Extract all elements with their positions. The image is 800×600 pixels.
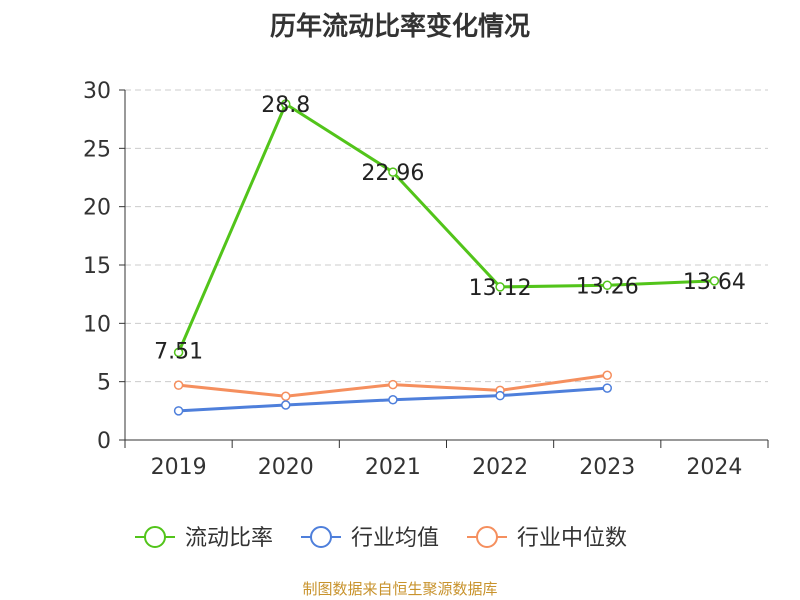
source-note: 制图数据来自恒生聚源数据库 [302,580,498,598]
data-point [281,400,291,410]
data-point [602,280,612,291]
legend-marker [476,526,498,548]
data-point [602,383,612,393]
data-point [388,395,398,405]
y-tick-label: 15 [83,254,111,279]
series-line [177,102,715,353]
x-tick-label: 2024 [686,455,742,480]
series-lines [173,99,720,416]
data-label: 13.12 [469,276,532,301]
data-label: 22.96 [361,161,424,186]
x-tick-label: 2020 [258,455,314,480]
legend-label: 流动比率 [185,526,273,551]
data-point [709,276,720,286]
data-point [495,282,505,292]
legend-marker [310,526,332,548]
y-tick-label: 0 [97,429,111,454]
y-tick-label: 25 [83,137,111,162]
x-tick-label: 2019 [151,455,207,480]
x-tick-label: 2023 [579,455,635,480]
y-tick-label: 30 [83,79,111,104]
data-labels: 7.51 28.8 22.96 13.12 13.26 13.64 [154,93,746,364]
y-tick-label: 5 [97,371,111,396]
chart-title: 历年流动比率变化情况 [269,12,530,42]
x-tick-label: 2022 [472,455,528,480]
grid-lines [125,89,768,383]
data-label: 28.8 [261,93,310,118]
axes: 0 5 10 15 20 25 30 2019 2020 2021 2022 2023 2024 [83,79,769,480]
legend-marker [144,526,166,548]
data-point [281,99,291,109]
data-point [495,390,505,401]
y-tick-label: 10 [83,312,111,337]
data-point [602,370,612,380]
data-point [173,406,184,416]
data-point [173,347,184,358]
data-label: 13.26 [576,274,639,299]
data-label: 7.51 [154,339,203,364]
data-label: 13.64 [683,270,746,295]
legend: 流动比率 行业均值 行业中位数 [135,526,627,551]
y-tick-label: 20 [83,196,111,221]
x-tick-label: 2021 [365,455,421,480]
legend-label: 行业均值 [351,526,439,551]
data-point [173,380,184,390]
data-point [388,379,398,390]
data-point [388,167,398,177]
data-point [281,391,291,401]
legend-label: 行业中位数 [517,526,627,551]
